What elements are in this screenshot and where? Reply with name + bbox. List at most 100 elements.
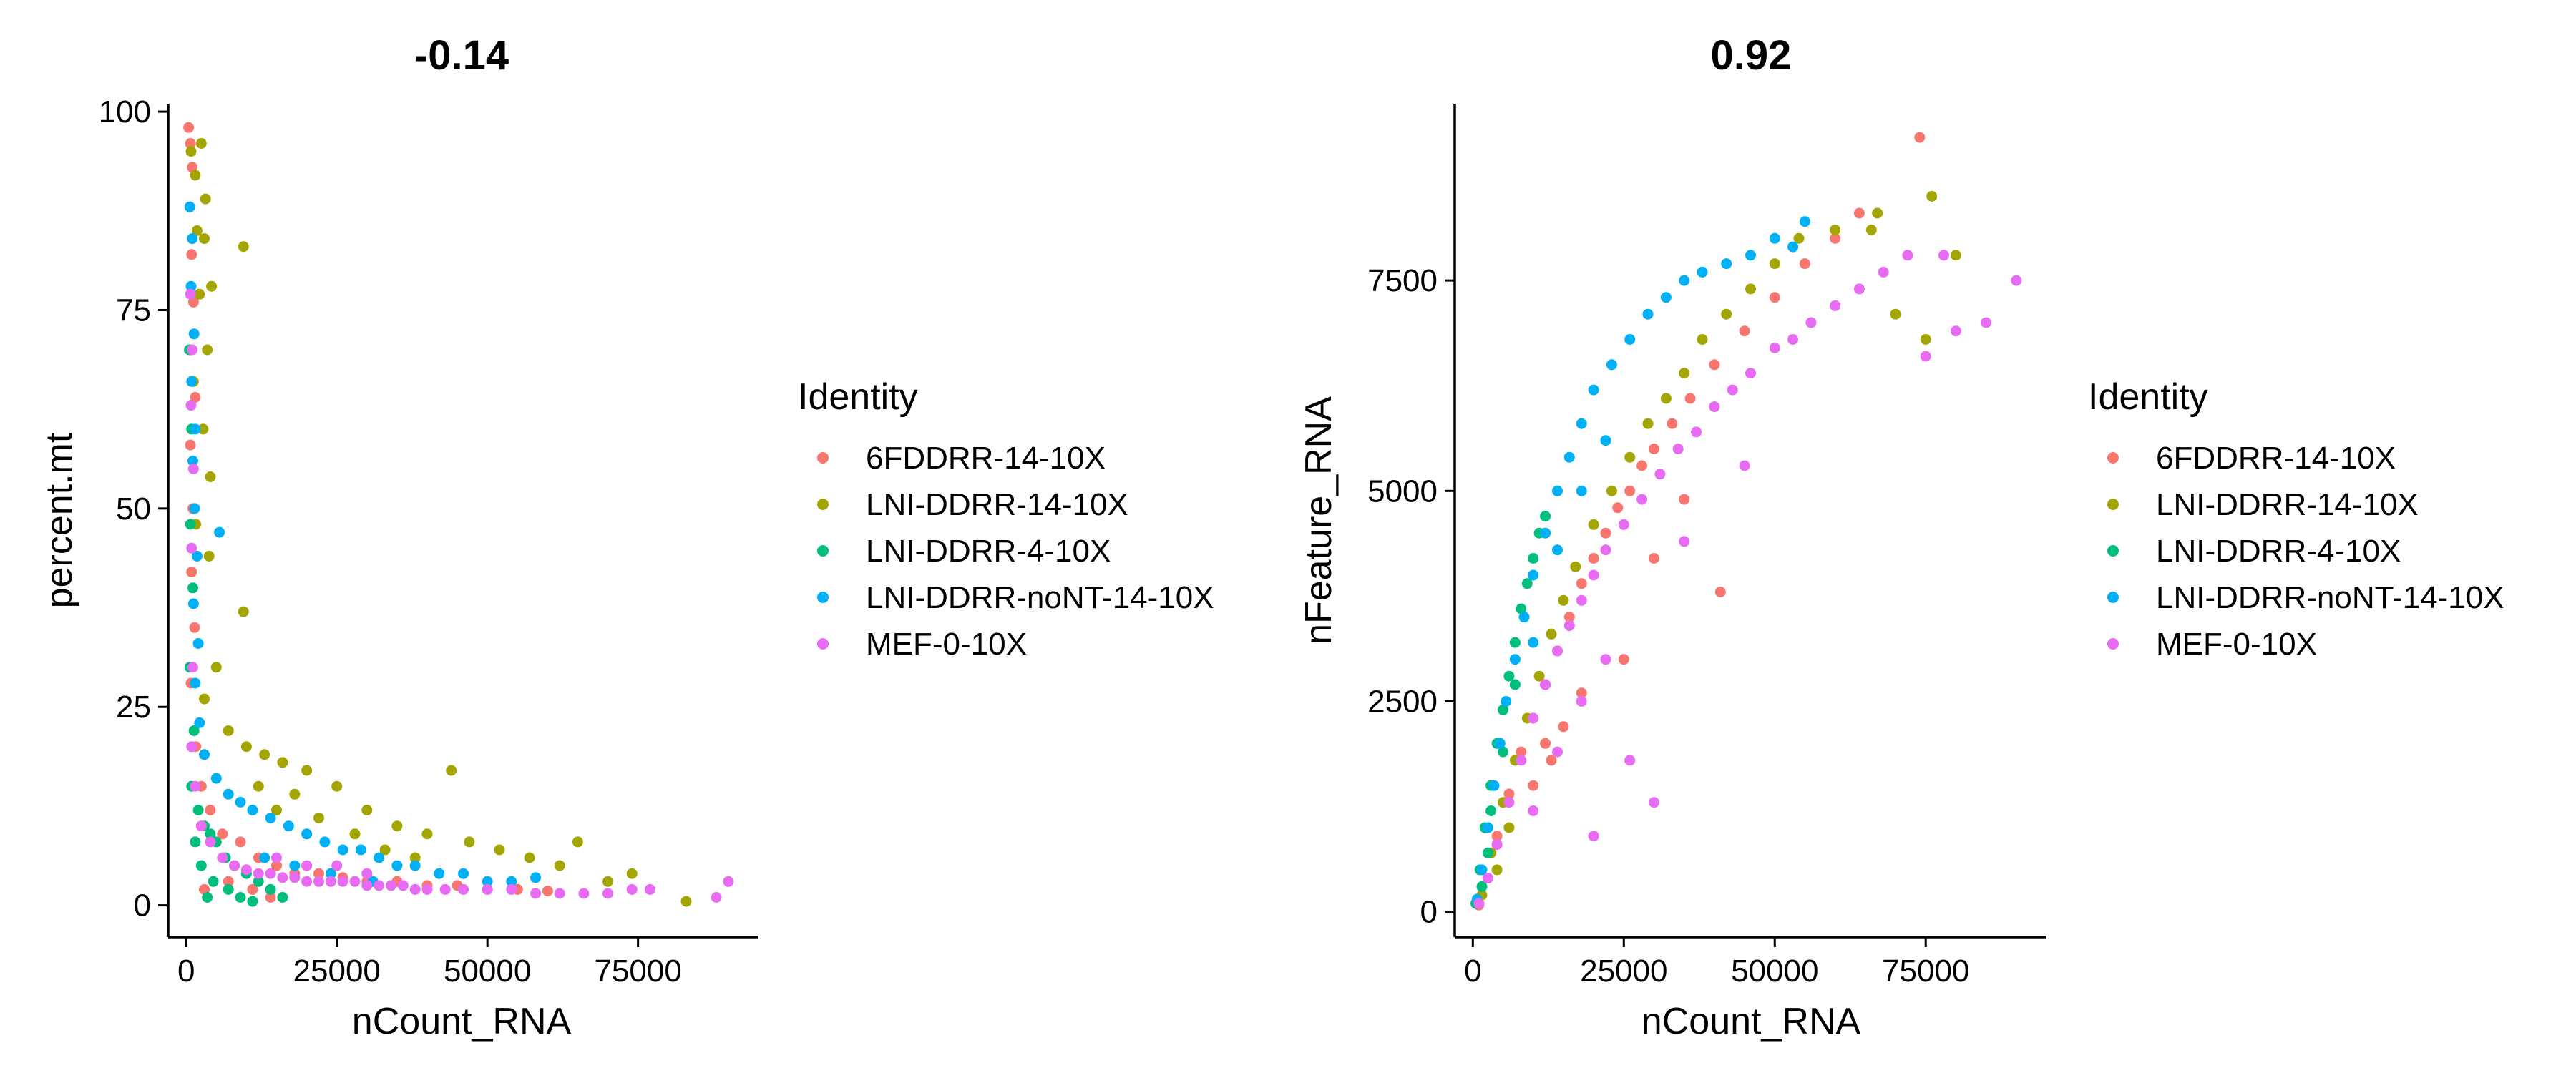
point-series-3 — [1660, 292, 1672, 303]
point-series-4 — [1672, 444, 1684, 454]
point-series-0 — [186, 567, 197, 578]
point-series-4 — [187, 463, 199, 474]
point-series-3 — [189, 503, 200, 514]
point-series-0 — [313, 868, 324, 879]
point-series-4 — [186, 741, 197, 753]
point-series-3 — [337, 844, 348, 856]
point-series-1 — [313, 813, 324, 824]
point-series-4 — [1769, 342, 1780, 353]
y-axis-label: nFeature_RNA — [1298, 396, 1340, 645]
point-series-4 — [1552, 645, 1563, 657]
point-series-1 — [1588, 519, 1599, 530]
point-series-1 — [202, 344, 213, 356]
point-series-4 — [397, 880, 409, 891]
point-series-4 — [578, 888, 590, 899]
point-series-1 — [206, 280, 218, 292]
point-series-3 — [184, 201, 195, 212]
point-series-4 — [723, 876, 734, 887]
point-series-2 — [195, 860, 207, 871]
point-series-1 — [199, 693, 210, 705]
point-series-2 — [202, 892, 213, 903]
x-tick-label: 50000 — [444, 954, 531, 989]
legend-label: MEF-0-10X — [866, 627, 1027, 662]
x-tick-label: 25000 — [293, 954, 381, 989]
point-series-3 — [1721, 258, 1732, 270]
legend: Identity 6FDDRR-14-10X LNI-DDRR-14-10X LNI-… — [2088, 376, 2504, 662]
point-series-1 — [240, 741, 252, 753]
point-series-4 — [645, 883, 655, 895]
point-series-3 — [265, 813, 276, 824]
point-series-3 — [1799, 216, 1810, 227]
point-series-3 — [1528, 569, 1539, 581]
point-series-1 — [1920, 334, 1931, 345]
point-series-1 — [1503, 822, 1515, 833]
point-series-3 — [1509, 654, 1521, 665]
point-series-1 — [1769, 258, 1780, 270]
legend-label: MEF-0-10X — [2156, 627, 2317, 662]
point-series-2 — [185, 519, 196, 530]
point-series-0 — [1649, 553, 1659, 564]
point-series-4 — [1482, 873, 1493, 884]
y-tick-label: 0 — [134, 888, 151, 923]
point-series-1 — [1624, 451, 1636, 463]
point-series-3 — [374, 852, 385, 863]
point-series-1 — [301, 765, 313, 776]
point-series-3 — [199, 749, 210, 760]
point-series-3 — [434, 868, 445, 879]
point-series-4 — [1902, 250, 1913, 261]
point-series-1 — [197, 423, 209, 435]
point-series-0 — [223, 876, 234, 887]
point-series-4 — [482, 883, 493, 895]
point-series-4 — [506, 883, 517, 895]
point-series-4 — [1739, 460, 1750, 471]
legend-swatch — [817, 638, 829, 650]
legend-label: 6FDDRR-14-10X — [2156, 441, 2396, 476]
point-series-4 — [349, 876, 361, 887]
point-series-3 — [1488, 780, 1500, 791]
point-series-4 — [1727, 384, 1738, 396]
point-series-3 — [1518, 612, 1530, 623]
point-series-1 — [1697, 334, 1708, 345]
point-series-1 — [1533, 670, 1545, 682]
point-series-1 — [253, 780, 264, 792]
point-series-4 — [1691, 426, 1702, 438]
legend-swatch — [817, 592, 829, 603]
point-series-4 — [421, 883, 433, 895]
point-series-1 — [1679, 368, 1690, 379]
point-series-1 — [195, 138, 207, 149]
point-series-4 — [289, 872, 301, 883]
point-series-3 — [194, 717, 205, 728]
point-series-4 — [1576, 594, 1587, 606]
point-series-2 — [253, 876, 264, 887]
point-series-3 — [1600, 435, 1611, 446]
point-series-3 — [1745, 250, 1756, 261]
chart-title: -0.14 — [414, 32, 509, 79]
point-series-1 — [223, 725, 234, 736]
point-series-3 — [192, 638, 204, 649]
point-series-0 — [1914, 132, 1926, 143]
point-series-4 — [325, 876, 336, 887]
point-series-2 — [192, 805, 204, 815]
point-series-4 — [1491, 839, 1503, 851]
point-series-4 — [1745, 368, 1756, 379]
legend-label: LNI-DDRR-noNT-14-10X — [2156, 580, 2504, 615]
point-series-0 — [1667, 418, 1678, 429]
point-series-3 — [188, 328, 200, 340]
point-series-4 — [530, 888, 541, 899]
point-series-4 — [1563, 620, 1575, 632]
point-series-1 — [1830, 225, 1841, 235]
point-series-4 — [205, 836, 216, 848]
point-series-3 — [409, 860, 421, 871]
point-series-4 — [1600, 544, 1611, 556]
point-series-2 — [247, 896, 258, 907]
point-series-3 — [185, 280, 197, 292]
legend-label: LNI-DDRR-4-10X — [866, 534, 1111, 569]
point-series-4 — [1636, 494, 1648, 505]
point-series-1 — [379, 844, 391, 856]
point-series-1 — [238, 241, 249, 253]
y-tick-label: 0 — [1420, 895, 1438, 930]
point-series-4 — [439, 883, 451, 895]
point-series-3 — [1642, 308, 1654, 320]
point-series-1 — [554, 860, 565, 871]
point-series-4 — [1878, 266, 1889, 278]
